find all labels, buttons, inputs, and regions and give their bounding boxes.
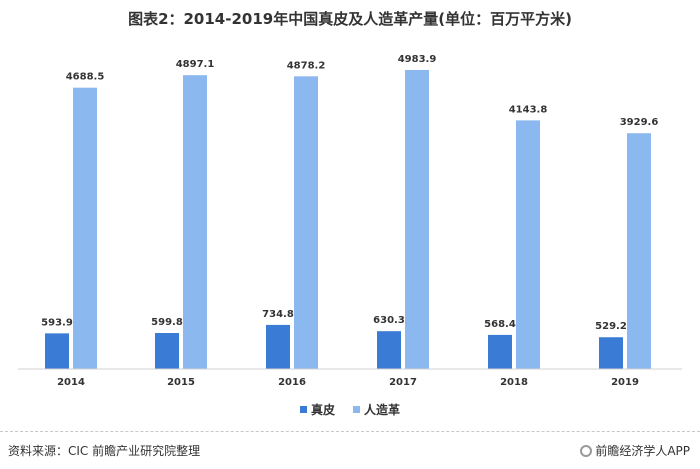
data-label-series-2-2018: 4143.8 [509,104,548,115]
data-label-series-1-2014: 593.9 [41,317,73,328]
bar-series-2-2017 [405,69,429,369]
bar-series-2-2018 [516,120,540,369]
bar-series-2-2015 [183,75,207,369]
data-label-series-1-2017: 630.3 [373,315,405,326]
legend-swatch-series-2 [353,406,360,413]
brand-credit: 前瞻经济学人APP [580,442,690,459]
legend-label-series-1: 真皮 [310,403,335,417]
bars-group [45,69,651,370]
bar-series-1-2017 [377,331,401,369]
footer-divider [0,431,700,432]
data-label-series-2-2016: 4878.2 [287,60,326,71]
data-label-series-2-2014: 4688.5 [66,72,105,83]
bar-series-1-2016 [266,324,290,369]
bar-series-1-2019 [599,337,623,369]
x-tick-label-2018: 2018 [500,377,528,388]
x-tick-label-2016: 2016 [278,377,306,388]
bar-series-2-2016 [294,76,318,370]
x-tick-label-2015: 2015 [167,377,195,388]
legend-swatch-series-1 [299,406,307,413]
brand-logo-icon [580,444,593,457]
x-tick-group: 2014 2015 2016 2017 2018 2019 [57,377,639,388]
legend-item-series-1: 真皮 [299,401,335,418]
bar-series-1-2018 [488,334,512,369]
data-label-series-1-2018: 568.4 [484,319,516,330]
data-label-series-1-2015: 599.8 [151,317,183,328]
bar-series-1-2014 [45,333,69,369]
x-tick-label-2019: 2019 [611,377,639,388]
x-tick-label-2017: 2017 [389,377,417,388]
legend-item-series-2: 人造革 [353,401,400,418]
data-labels-group: 593.9 4688.5 599.8 4897.1 734.8 4878.2 630.3 49… [41,54,658,332]
bar-chart: 2014 2015 2016 2017 2018 2019 593.9 4688.5 599.… [18,54,682,388]
bar-series-2-2014 [73,87,97,369]
data-label-series-2-2019: 3929.6 [620,117,659,128]
source-note: 资料来源：CIC 前瞻产业研究院整理 [8,444,201,458]
legend: 真皮 人造革 [0,401,700,418]
brand-name: 前瞻经济学人APP [595,444,690,458]
data-label-series-1-2016: 734.8 [262,309,294,320]
data-label-series-2-2017: 4983.9 [398,54,437,65]
bar-series-2-2019 [627,133,651,369]
chart-title: 图表2：2014-2019年中国真皮及人造革产量(单位：百万平方米) [128,10,572,28]
bar-series-1-2015 [155,333,179,369]
x-tick-label-2014: 2014 [57,377,85,388]
data-label-series-1-2019: 529.2 [595,321,627,332]
data-label-series-2-2015: 4897.1 [176,59,215,70]
legend-label-series-2: 人造革 [364,403,401,417]
